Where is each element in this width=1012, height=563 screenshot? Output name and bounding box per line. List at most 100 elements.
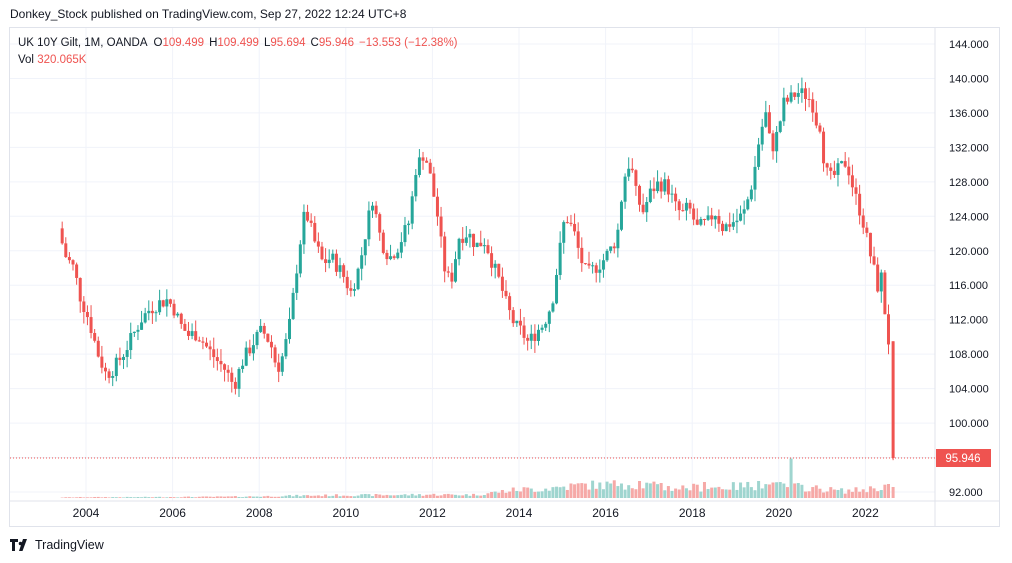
candle-body [540,327,544,330]
volume-bar [497,492,501,498]
volume-bar [85,497,89,498]
candle-body [497,263,501,277]
volume-bar [313,495,317,498]
candle-body [237,368,241,389]
volume-bar [295,494,299,498]
volume-bar [807,491,811,498]
volume-bar [421,495,425,498]
volume-bar [439,495,443,498]
candle-body [136,329,140,332]
candle-body [468,233,472,238]
candle-body [706,215,710,220]
candle-body [526,337,530,341]
volume-bar [125,496,129,498]
volume-bar [782,483,786,498]
candle-body [854,187,858,194]
volume-bar [872,488,876,498]
volume-bar [407,495,411,498]
candle-body [399,242,403,253]
candle-body [674,193,678,202]
y-tick-label: 108.000 [949,349,989,361]
x-tick-label: 2008 [246,506,273,520]
candle-body [822,131,826,164]
volume-bar [389,495,393,498]
candle-body [840,161,844,164]
candle-body [205,342,209,347]
volume-bar [345,495,349,498]
volume-bar [706,489,710,498]
candle-body [201,341,205,343]
volume-bar [197,496,201,498]
volume-bar [352,496,356,498]
candle-body [363,239,367,256]
volume-bar [735,489,739,498]
volume-bar [461,495,465,498]
candle-body [464,237,468,243]
y-tick-label: 92.000 [949,487,983,499]
volume-bar [331,495,335,498]
volume-bar [381,495,385,498]
candle-body [493,263,497,268]
candle-body [338,265,342,272]
y-tick-label: 100.000 [949,418,989,430]
legend-high-value: 109.499 [217,37,259,49]
volume-bar [378,494,382,498]
volume-bar [742,487,746,498]
volume-bar [212,496,216,498]
candle-body [749,189,753,200]
candle-body [219,361,223,365]
candle-body [262,325,266,334]
volume-bar [143,496,147,498]
volume-bar [334,494,338,498]
candle-body [778,121,782,132]
candle-body [269,341,273,348]
candle-body [796,93,800,97]
candle-body [804,88,808,99]
volume-bar [64,497,68,498]
candle-body [89,317,93,333]
y-tick-label: 140.000 [949,73,989,85]
candle-body [760,126,764,145]
candle-body [396,252,400,259]
volume-bar [176,497,180,498]
candle-body [562,222,566,243]
candle-body [583,263,587,265]
y-tick-label: 128.000 [949,177,989,189]
legend-high-label: H [209,37,218,49]
volume-bar [75,497,79,498]
volume-bar [360,494,364,498]
volume-bar [663,490,667,498]
volume-bar [93,497,97,498]
candle-body [518,320,522,326]
candle-body [681,210,685,212]
chart-frame[interactable] [9,27,1000,527]
volume-bar [717,486,721,498]
volume-bar [829,487,833,498]
volume-bar [490,491,494,498]
volume-bar [562,486,566,498]
candle-body [190,331,194,336]
legend-low-value: 95.694 [270,37,306,49]
candle-body [666,179,670,195]
candle-body [432,173,436,197]
candle-body [172,303,176,316]
volume-bar [843,493,847,498]
volume-bar [223,496,227,498]
volume-bar [656,484,660,498]
candle-body [551,303,555,312]
candle-body [825,163,829,168]
candle-body [609,246,613,251]
volume-bar [551,487,555,498]
volume-bar [237,496,241,498]
volume-bar [266,495,270,498]
volume-bar [255,496,259,498]
candle-body [306,211,310,221]
volume-bar [555,486,559,498]
candle-body [457,238,461,260]
tradingview-logo[interactable]: TradingView [10,538,104,552]
candle-body [482,245,486,247]
candle-body [107,371,111,378]
volume-bar [619,483,623,498]
candle-body [165,299,169,307]
